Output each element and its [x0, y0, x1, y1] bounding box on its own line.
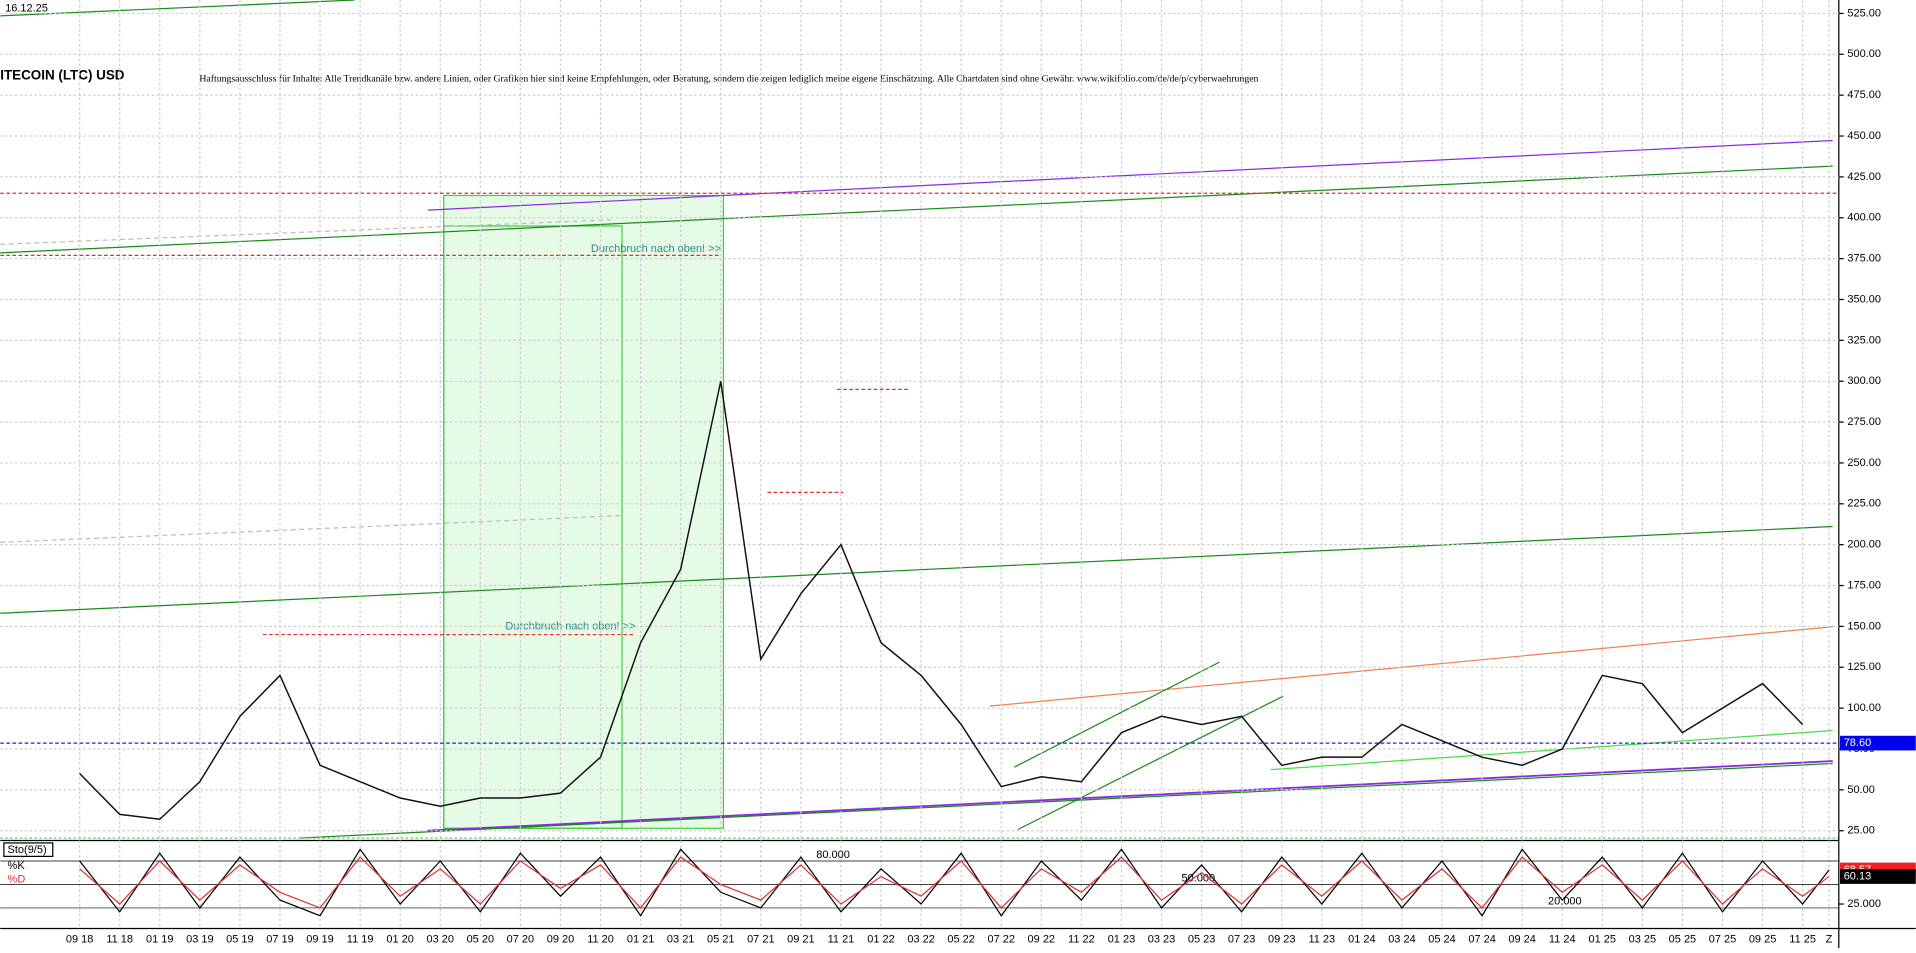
x-tick-label: 05 21: [707, 933, 735, 945]
x-tick-label: 05 20: [467, 933, 495, 945]
x-tick-label: 11 23: [1308, 933, 1335, 945]
x-tick-label: 03 20: [427, 933, 455, 945]
box: [443, 194, 725, 829]
x-tick-label: 01 23: [1108, 933, 1136, 945]
chart-title: ITECOIN (LTC) USD: [0, 67, 125, 82]
y-tick-label: 350.00: [1847, 293, 1881, 305]
x-tick-label: 09 22: [1028, 933, 1056, 945]
y-tick-label: 375.00: [1847, 253, 1881, 265]
x-tick-label: 07 22: [987, 933, 1015, 945]
box: [443, 225, 623, 829]
trendline: [989, 626, 1833, 707]
x-tick-label: 01 25: [1589, 933, 1616, 945]
x-tick-label: 09 24: [1508, 933, 1535, 945]
y-tick-label: 475.00: [1847, 89, 1881, 101]
y-tick-label: 25.00: [1847, 825, 1874, 837]
annotation: Durchbruch nach oben! >>: [505, 621, 635, 633]
x-tick-label: 07 24: [1468, 933, 1496, 945]
trendline: [427, 139, 1833, 211]
x-tick-label: 05 23: [1188, 933, 1216, 945]
trendline: [0, 514, 624, 544]
x-tick-label: 01 21: [627, 933, 655, 945]
x-tick-label: 11 20: [587, 933, 614, 945]
x-tick-label: 01 24: [1348, 933, 1376, 945]
indicator-name: Sto(9/5): [8, 844, 47, 856]
indicator-box: [3, 842, 54, 857]
trendline: [1270, 729, 1833, 771]
x-tick-label: 11 21: [828, 933, 855, 945]
x-tick-label: 11 22: [1068, 933, 1095, 945]
x-tick-label: 07 19: [266, 933, 293, 945]
x-tick-label: 05 22: [947, 933, 975, 945]
x-tick-label: 05 19: [226, 933, 253, 945]
x-tick-label: 03 24: [1388, 933, 1415, 945]
x-tick-label: 03 21: [667, 933, 695, 945]
x-tick-label: 09 19: [306, 933, 334, 945]
y-tick-label: 300.00: [1847, 375, 1881, 387]
y-tick-label: 100.00: [1847, 702, 1881, 714]
y-tick-label: 225.00: [1847, 498, 1881, 510]
x-tick-label: 09 21: [787, 933, 815, 945]
x-tick-label: 01 22: [867, 933, 895, 945]
drawings: [0, 0, 1839, 839]
y-tick-label: 525.00: [1847, 7, 1881, 19]
x-tick-label: 03 25: [1629, 933, 1656, 945]
trendline: [0, 165, 1833, 254]
x-tick-label: 09 23: [1268, 933, 1295, 945]
y-tick-label: 275.00: [1847, 416, 1881, 428]
y-tick-label: 400.00: [1847, 212, 1881, 224]
x-tick-label: 11 24: [1549, 933, 1576, 945]
x-tick-label: 07 20: [507, 933, 535, 945]
x-tick-label: 05 24: [1428, 933, 1456, 945]
x-tick-label: 11 19: [347, 933, 374, 945]
y-tick-label: 150.00: [1847, 620, 1881, 632]
date: 16.12.25: [5, 2, 48, 14]
stoch-level-label: 80.000: [816, 849, 850, 861]
y-tick-label: 200.00: [1847, 539, 1881, 551]
x-tick-label: 01 20: [386, 933, 414, 945]
x-tick-label: 07 23: [1228, 933, 1256, 945]
last-value-box: [1840, 735, 1916, 751]
trendline: [299, 762, 1833, 839]
x-tick-label: Z: [1826, 933, 1833, 945]
x-tick-label: 07 25: [1709, 933, 1737, 945]
price-line: [79, 381, 1804, 821]
x-tick-label: 03 22: [907, 933, 935, 945]
x-tick-label: 03 19: [186, 933, 214, 945]
x-tick-label: 07 21: [747, 933, 775, 945]
y-tick-label: 50.00: [1847, 784, 1874, 796]
x-tick-label: 09 18: [66, 933, 94, 945]
y-tick-label: 25.000: [1847, 898, 1881, 910]
y-tick-label: 175.00: [1847, 579, 1881, 591]
x-tick-label: 05 25: [1669, 933, 1696, 945]
x-tick-label: 11 25: [1789, 933, 1816, 945]
x-tick-label: 01 19: [146, 933, 174, 945]
y-tick-label: 125.00: [1847, 661, 1881, 673]
stoch-last-box: [1840, 869, 1916, 884]
disclaimer: Haftungsausschluss für Inhalte: Alle Tre…: [199, 74, 1258, 85]
y-tick-label: 425.00: [1847, 171, 1881, 183]
trendline: [1013, 661, 1220, 768]
stoch-k: [79, 848, 1830, 917]
y-tick-label: 500.00: [1847, 48, 1881, 60]
legend-d: %D: [8, 873, 26, 885]
y-tick-label: 325.00: [1847, 334, 1881, 346]
y-tick-label: 250.00: [1847, 457, 1881, 469]
trendline: [1017, 695, 1284, 831]
trendline: [0, 219, 612, 245]
stoch-level-label: 20.000: [1548, 896, 1582, 908]
x-tick-label: 11 18: [106, 933, 133, 945]
annotation: Durchbruch nach oben! >>: [591, 243, 721, 255]
stoch-d: [79, 856, 1830, 909]
legend-k: %K: [8, 860, 26, 872]
x-tick-label: 09 20: [547, 933, 575, 945]
last-value-label: 78.60: [1844, 737, 1871, 749]
trendline: [0, 525, 1833, 614]
x-tick-label: 09 25: [1749, 933, 1776, 945]
y-tick-label: 450.00: [1847, 130, 1881, 142]
trendline: [427, 760, 1833, 832]
x-tick-label: 03 23: [1148, 933, 1176, 945]
stoch-last-label: 60.13: [1844, 870, 1871, 882]
